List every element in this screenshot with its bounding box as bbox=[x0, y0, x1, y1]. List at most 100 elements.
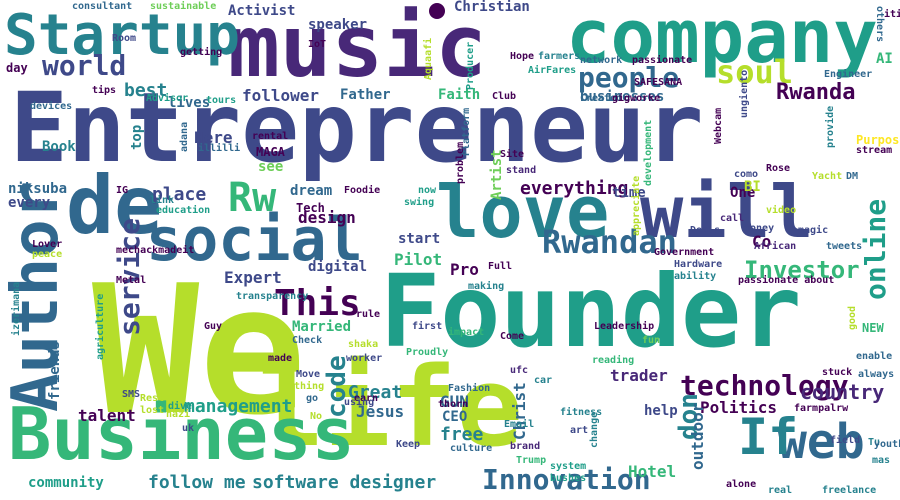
word-cloud-word: Keep bbox=[396, 439, 421, 450]
word-cloud-word: soul bbox=[716, 53, 794, 91]
word-cloud-word: stream bbox=[856, 145, 893, 156]
word-cloud-word: Book bbox=[42, 139, 76, 155]
word-cloud-word: illilli bbox=[198, 143, 241, 154]
word-cloud-word: best bbox=[124, 80, 168, 101]
word-cloud-word: network bbox=[580, 55, 623, 66]
word-cloud-word: impact bbox=[448, 327, 485, 338]
word-cloud-word: Here bbox=[194, 128, 233, 147]
word-cloud-word: Founder bbox=[380, 253, 802, 370]
word-cloud-word: stuck bbox=[822, 367, 853, 378]
word-cloud-word: Politics bbox=[700, 398, 778, 417]
word-cloud-word: first bbox=[412, 321, 443, 332]
word-cloud-word: using bbox=[344, 397, 375, 408]
word-cloud-word: Father bbox=[340, 87, 391, 103]
word-cloud-word: Pro bbox=[450, 260, 479, 279]
word-cloud-word: ufc bbox=[510, 365, 529, 376]
word-cloud-word: Move bbox=[296, 369, 321, 380]
word-cloud-word: Engineer bbox=[824, 69, 873, 80]
word-cloud-word: change bbox=[589, 411, 600, 448]
word-cloud-word: place bbox=[152, 184, 207, 205]
word-cloud-word: design bbox=[298, 208, 356, 227]
word-cloud-word: Great bbox=[348, 382, 403, 403]
word-cloud-word: call bbox=[720, 213, 745, 224]
word-cloud-word: will bbox=[640, 170, 814, 254]
word-cloud-word: development bbox=[643, 119, 654, 186]
word-cloud-word: SAFESANA bbox=[634, 77, 683, 88]
word-cloud-word: swing bbox=[404, 197, 435, 208]
word-cloud-word: mas bbox=[872, 455, 891, 466]
word-cloud-word: enable bbox=[856, 351, 893, 362]
word-cloud-word: Rw bbox=[228, 175, 277, 221]
word-cloud-word: earn bbox=[354, 393, 379, 404]
word-cloud-word: GUN bbox=[440, 392, 469, 411]
word-cloud-word: farmpalrw bbox=[794, 403, 849, 414]
word-cloud-word: Hardware bbox=[674, 259, 723, 270]
word-cloud-word: provide bbox=[825, 105, 836, 148]
word-cloud-word: Guy bbox=[204, 321, 223, 332]
word-cloud-word: Investor bbox=[744, 256, 860, 284]
word-cloud-word: African bbox=[754, 241, 797, 252]
word-cloud-word: niksuba bbox=[8, 181, 68, 197]
word-cloud-word: AI bbox=[876, 51, 893, 67]
word-cloud-word: Jesus bbox=[356, 402, 405, 421]
word-cloud-word: SMS bbox=[122, 389, 141, 400]
word-cloud-word: adana bbox=[179, 121, 190, 152]
word-cloud-word: speaker bbox=[308, 17, 368, 33]
word-cloud-word: AirFares bbox=[528, 65, 577, 76]
word-cloud-word: good bbox=[847, 305, 858, 330]
word-cloud-word: Proudly bbox=[406, 347, 449, 358]
word-cloud-word: Startup bbox=[4, 3, 241, 68]
word-cloud-word: culture bbox=[450, 443, 493, 454]
word-cloud-word: life bbox=[258, 343, 523, 471]
word-cloud-word: We bbox=[92, 247, 307, 454]
word-cloud-word: digital bbox=[308, 259, 368, 275]
word-cloud-word: outdoor bbox=[688, 402, 707, 470]
word-cloud-word: every bbox=[8, 195, 51, 211]
word-cloud-word: social bbox=[146, 205, 363, 275]
word-cloud-word: technology bbox=[680, 369, 849, 402]
word-cloud-word: rule bbox=[356, 309, 381, 320]
word-cloud-word: see bbox=[258, 159, 284, 175]
word-cloud-word: Purpose bbox=[856, 133, 900, 147]
word-cloud-word: CEO bbox=[442, 409, 468, 425]
word-cloud-word: Producer bbox=[465, 41, 476, 90]
word-cloud-word: Site bbox=[500, 149, 525, 160]
word-cloud-word: tours bbox=[206, 95, 237, 106]
word-cloud-word: time bbox=[612, 185, 646, 201]
word-cloud-word: follower bbox=[242, 86, 320, 105]
word-cloud-word: love bbox=[436, 170, 610, 254]
word-cloud-word: go bbox=[306, 393, 319, 404]
word-cloud-word: Activist bbox=[228, 3, 296, 19]
word-cloud-word: shaka bbox=[348, 339, 379, 350]
word-cloud-word: gigworke bbox=[612, 93, 661, 104]
word-cloud-word: MAGA bbox=[256, 145, 285, 159]
word-cloud-word: dream bbox=[290, 183, 333, 199]
word-cloud-word: Foodie bbox=[344, 185, 381, 196]
word-cloud-word: thorn bbox=[438, 399, 469, 410]
word-cloud-word: Yacht bbox=[812, 171, 843, 182]
word-cloud-word: friends bbox=[47, 340, 63, 400]
word-cloud-word: Come bbox=[500, 331, 525, 342]
word-cloud-word: Aquaafi bbox=[423, 37, 434, 80]
word-cloud-word: education bbox=[156, 205, 211, 216]
word-cloud-word: Email bbox=[504, 419, 535, 430]
dot-mark bbox=[429, 3, 445, 19]
word-cloud-word: Rwanda bbox=[776, 80, 856, 105]
word-cloud-word: follow me bbox=[148, 472, 246, 493]
word-cloud-word: Rwandan bbox=[542, 223, 677, 261]
word-cloud-word: ungiento bbox=[739, 69, 750, 118]
word-cloud-word: Innovation bbox=[482, 463, 651, 496]
word-cloud-word: No bbox=[310, 411, 323, 422]
word-cloud-word: link bbox=[150, 195, 175, 206]
word-cloud-word: everything bbox=[520, 178, 629, 199]
word-cloud-word: Created bbox=[580, 93, 623, 104]
word-cloud-word: Fashion bbox=[448, 383, 491, 394]
word-cloud-word: Government bbox=[654, 247, 715, 258]
word-cloud-word: mechackmadeit bbox=[116, 245, 195, 256]
word-cloud-word: This bbox=[274, 283, 361, 324]
word-cloud-word: help bbox=[644, 403, 678, 419]
word-cloud-word: Club bbox=[492, 91, 517, 102]
word-cloud-word: art bbox=[570, 425, 589, 436]
word-cloud-word: Lover bbox=[32, 239, 63, 250]
